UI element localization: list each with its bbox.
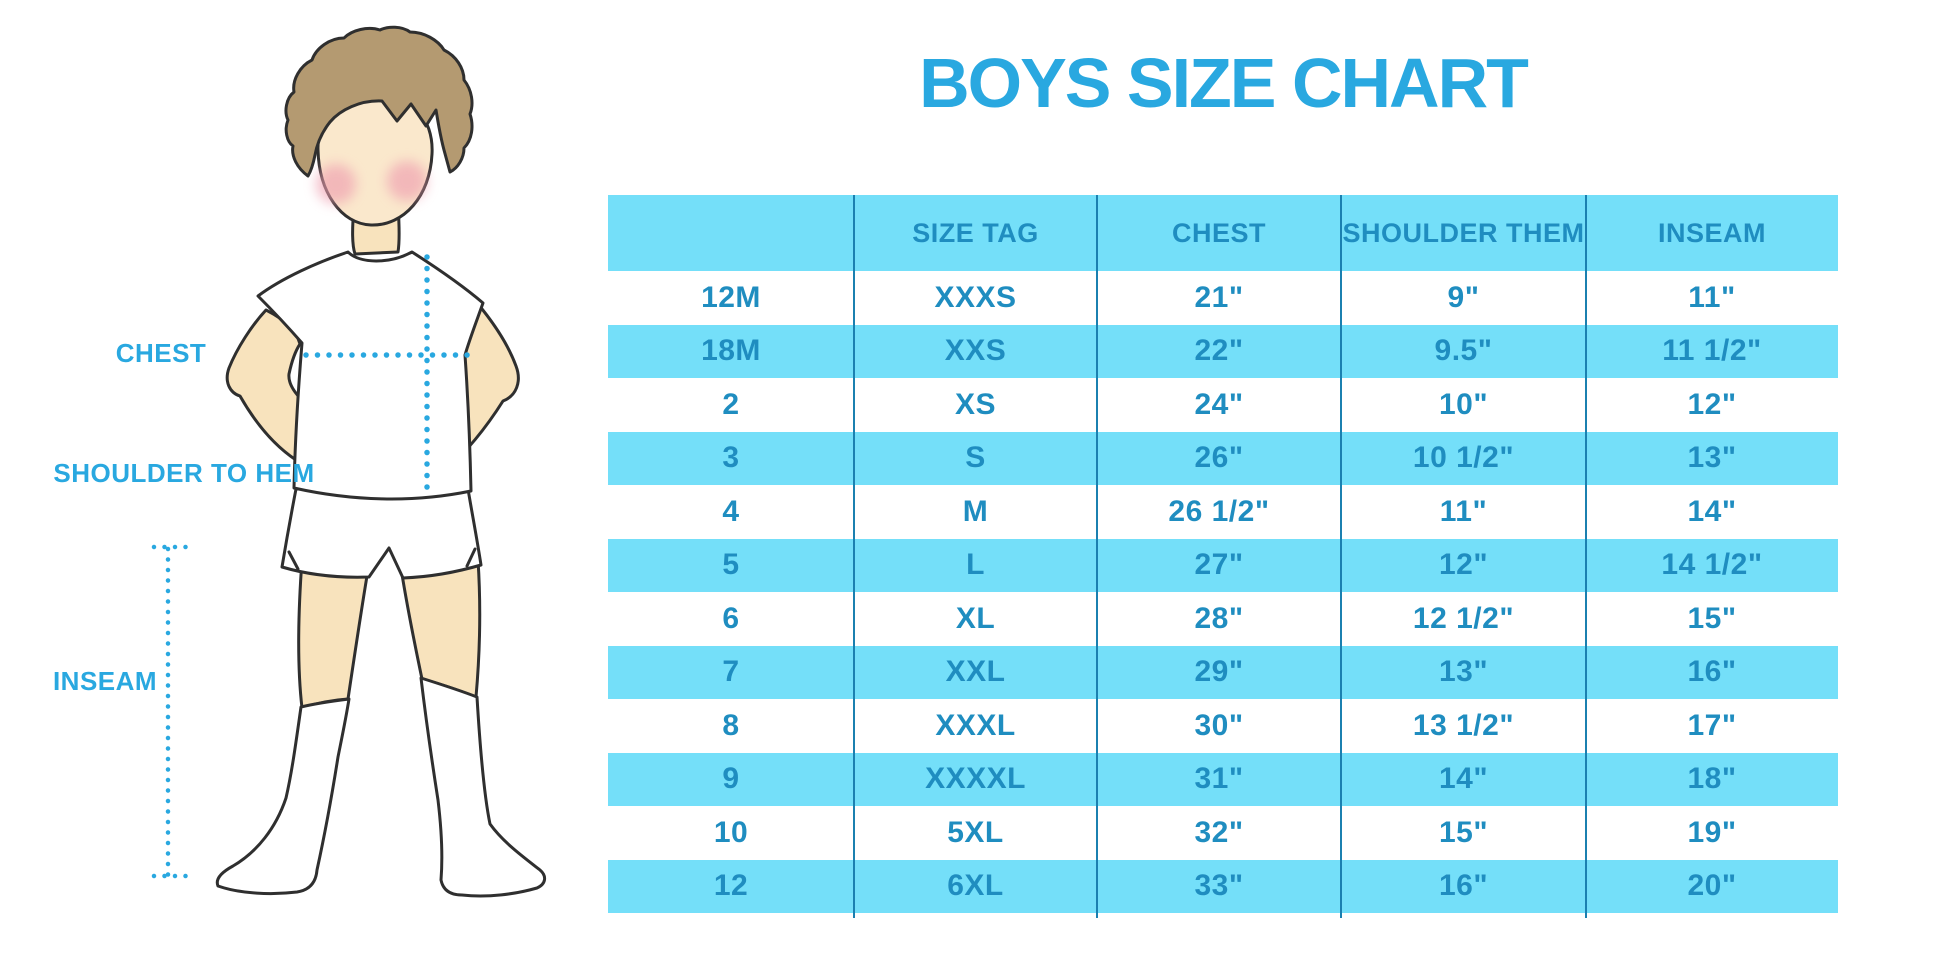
cell-size: 7	[722, 655, 740, 689]
chest-label: CHEST	[115, 338, 207, 368]
blush-left	[316, 164, 356, 204]
cell-tag: XL	[955, 601, 996, 635]
cell-tag: XXS	[944, 334, 1007, 368]
cell-inseam: 13"	[1687, 441, 1737, 475]
cell-chest: 32"	[1194, 815, 1244, 849]
table-row: 7 XXL 29" 13" 16"	[608, 645, 1838, 699]
table-row: 12M XXXS 21" 9" 11"	[608, 271, 1838, 325]
cell-shoulder: 15"	[1438, 815, 1489, 849]
cell-inseam: 14 1/2"	[1661, 548, 1763, 582]
cell-tag: XXL	[945, 655, 1006, 689]
cell-chest: 27"	[1194, 548, 1244, 582]
cell-size: 4	[722, 494, 740, 528]
size-chart-table: SIZE TAG CHEST SHOULDER THEM INSEAM 12M …	[608, 195, 1838, 918]
shorts-slit-right	[465, 547, 477, 568]
cell-inseam: 14"	[1687, 494, 1737, 528]
cell-size: 12	[713, 869, 749, 903]
cell-tag: XS	[954, 387, 997, 421]
table-row: 2 XS 24" 10" 12"	[608, 378, 1838, 432]
shorts-slit-left	[287, 550, 300, 571]
table-row: 3 S 26" 10 1/2" 13"	[608, 431, 1838, 485]
cell-shoulder: 11"	[1439, 494, 1488, 528]
cell-shoulder: 9"	[1447, 280, 1480, 314]
cell-shoulder: 13"	[1438, 655, 1489, 689]
table-row: 10 5XL 32" 15" 19"	[608, 806, 1838, 860]
cell-tag: XXXL	[935, 708, 1016, 742]
cell-chest: 24"	[1194, 387, 1244, 421]
header-cell-size-tag: SIZE TAG	[912, 217, 1039, 248]
table-row: 4 M 26 1/2" 11" 14"	[608, 485, 1838, 539]
table-row: 8 XXXL 30" 13 1/2" 17"	[608, 699, 1838, 753]
cell-tag: 5XL	[947, 815, 1004, 849]
shorts-shape	[280, 487, 483, 580]
cell-tag: L	[966, 548, 985, 582]
cell-shoulder: 10 1/2"	[1412, 441, 1515, 475]
cell-shoulder: 14"	[1438, 762, 1489, 796]
cell-chest: 33"	[1194, 869, 1244, 903]
header-cell-inseam: INSEAM	[1657, 217, 1766, 248]
header-cell-size	[608, 195, 854, 271]
cell-chest: 30"	[1194, 708, 1244, 742]
column-divider	[1096, 195, 1098, 918]
cell-chest: 22"	[1194, 334, 1244, 368]
cell-size: 9	[722, 762, 740, 796]
table-row: 12 6XL 33" 16" 20"	[608, 859, 1838, 913]
cell-shoulder: 13 1/2"	[1412, 708, 1515, 742]
cell-inseam: 20"	[1687, 869, 1737, 903]
cell-size: 8	[722, 708, 740, 742]
cell-tag: M	[962, 494, 989, 528]
shoulder-to-hem-label: SHOULDER TO HEM	[53, 458, 315, 488]
cell-tag: XXXXL	[925, 762, 1026, 796]
right-leg	[398, 558, 482, 699]
cell-inseam: 16"	[1687, 655, 1737, 689]
cell-size: 18M	[701, 334, 761, 368]
cell-chest: 26 1/2"	[1168, 494, 1270, 528]
cell-shoulder: 12"	[1438, 548, 1489, 582]
cell-size: 5	[722, 548, 740, 582]
cell-chest: 28"	[1194, 601, 1244, 635]
blush-right	[387, 161, 427, 201]
cell-inseam: 18"	[1687, 762, 1737, 796]
column-divider	[1585, 195, 1587, 918]
cell-inseam: 17"	[1687, 708, 1737, 742]
page-title: BOYS SIZE CHART	[919, 44, 1529, 122]
right-sock	[419, 676, 546, 898]
table-row: 5 L 27" 12" 14 1/2"	[608, 538, 1838, 592]
left-leg	[297, 558, 371, 710]
cell-chest: 29"	[1194, 655, 1244, 689]
table-row: 9 XXXXL 31" 14" 18"	[608, 752, 1838, 806]
header-cell-shoulder: SHOULDER THEM	[1342, 217, 1585, 248]
cell-inseam: 19"	[1687, 815, 1737, 849]
cell-tag: XXXS	[934, 280, 1017, 314]
cell-inseam: 11 1/2"	[1662, 334, 1762, 368]
table-row: 6 XL 28" 12 1/2" 15"	[608, 592, 1838, 646]
cell-size: 10	[713, 815, 749, 849]
table-row: 18M XXS 22" 9.5" 11 1/2"	[608, 324, 1838, 378]
cell-inseam: 11"	[1688, 280, 1736, 314]
hair-shape	[284, 25, 474, 178]
boy-figure-illustration	[151, 25, 546, 898]
table-header-row: SIZE TAG CHEST SHOULDER THEM INSEAM	[608, 195, 1838, 271]
left-sock	[215, 697, 351, 896]
cell-shoulder: 9.5"	[1434, 334, 1493, 368]
header-cell-chest: CHEST	[1171, 217, 1266, 248]
cell-inseam: 12"	[1687, 387, 1737, 421]
cell-tag: 6XL	[947, 869, 1004, 903]
cell-shoulder: 16"	[1438, 869, 1489, 903]
cell-inseam: 15"	[1687, 601, 1737, 635]
cell-chest: 26"	[1194, 441, 1244, 475]
cell-tag: S	[965, 441, 986, 475]
cell-size: 6	[722, 601, 740, 635]
cell-size: 3	[722, 441, 740, 475]
cell-size: 2	[722, 387, 740, 421]
cell-shoulder: 10"	[1438, 387, 1489, 421]
cell-shoulder: 12 1/2"	[1412, 601, 1515, 635]
cell-chest: 31"	[1194, 762, 1244, 796]
column-divider	[1340, 195, 1342, 918]
cell-chest: 21"	[1194, 280, 1244, 314]
column-divider	[853, 195, 855, 918]
inseam-label: INSEAM	[52, 666, 158, 696]
cell-size: 12M	[701, 280, 761, 314]
